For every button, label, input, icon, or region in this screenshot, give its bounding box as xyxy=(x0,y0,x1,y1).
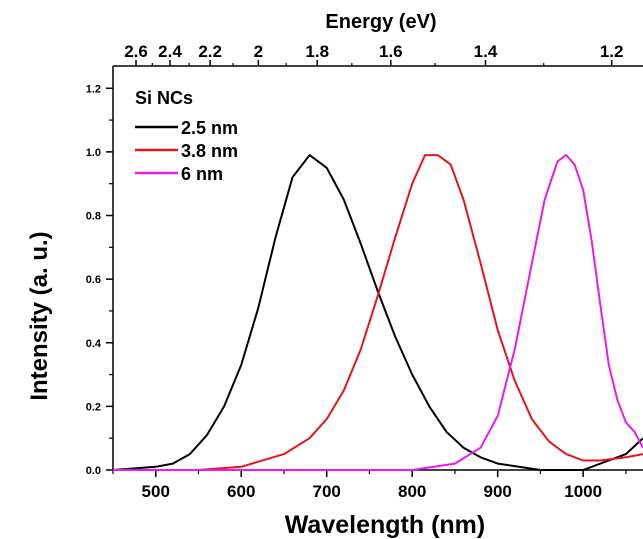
series-line xyxy=(112,154,643,471)
x-tick-label: 700 xyxy=(313,482,341,501)
y-tick-label: 0.6 xyxy=(86,274,101,286)
y-tick-label: 0.8 xyxy=(86,211,101,223)
legend-label: 6 nm xyxy=(181,164,223,184)
top-tick-label: 1.6 xyxy=(379,42,403,61)
y-tick-label: 1.0 xyxy=(86,147,101,159)
legend-label: 2.5 nm xyxy=(181,118,238,138)
legend-title: Si NCs xyxy=(135,88,193,108)
top-tick-label: 1.4 xyxy=(474,42,498,61)
top-tick-label: 1.8 xyxy=(305,42,329,61)
x-tick-label: 1000 xyxy=(564,482,602,501)
x-tick-label: 900 xyxy=(483,482,511,501)
y-tick-label: 1.2 xyxy=(86,83,101,95)
top-axis-title: Energy (eV) xyxy=(325,11,436,33)
y-tick-label: 0.4 xyxy=(86,338,102,350)
y-axis-title: Intensity (a. u.) xyxy=(26,231,53,400)
legend-label: 3.8 nm xyxy=(181,141,238,161)
y-tick-label: 0.2 xyxy=(86,401,101,413)
top-tick-label: 2.4 xyxy=(158,42,182,61)
top-tick-label: 2 xyxy=(254,42,263,61)
top-tick-label: 1.2 xyxy=(600,42,624,61)
x-axis-title: Wavelength (nm) xyxy=(285,511,485,539)
x-tick-label: 500 xyxy=(142,482,170,501)
x-tick-label: 600 xyxy=(227,482,255,501)
top-tick-label: 2.6 xyxy=(124,42,148,61)
y-tick-label: 0.0 xyxy=(86,465,101,477)
series-line xyxy=(113,154,643,471)
plot-area: 500 600 700 800 900 1000 0.0 0.2 0.4 0.6 0.8 1.0 1.2… xyxy=(86,42,643,501)
x-tick-label: 800 xyxy=(398,482,426,501)
top-tick-label: 2.2 xyxy=(198,42,222,61)
series-line xyxy=(113,154,643,471)
legend: Si NCs 2.5 nm 3.8 nm 6 nm xyxy=(135,88,238,184)
